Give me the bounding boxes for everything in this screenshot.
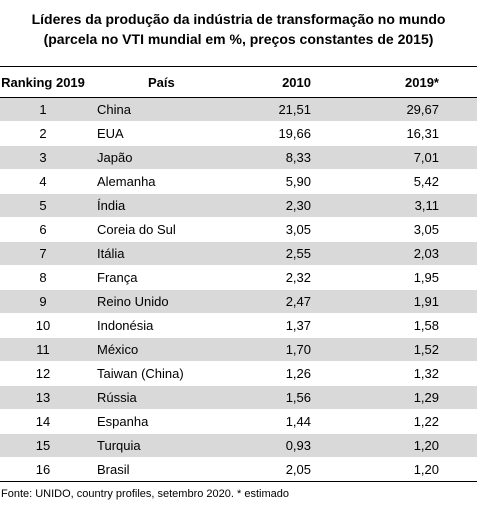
- country-cell: Turquia: [97, 438, 141, 453]
- value-2019-cell: 1,91: [413, 294, 439, 309]
- value-2010-cell: 5,90: [285, 174, 311, 189]
- table-row: 11 México 1,70 1,52: [0, 338, 477, 362]
- table-body: 1 China 21,51 29,67 2 EUA 19,66 16,31 3 Japão 8,33…: [0, 98, 477, 482]
- table-row: 6 Coreia do Sul 3,05 3,05: [0, 218, 477, 242]
- country-cell: França: [97, 270, 138, 285]
- table-row: 1 China 21,51 29,67: [0, 98, 477, 122]
- value-2010-cell: 8,33: [285, 150, 311, 165]
- value-2010-cell: 21,51: [278, 102, 311, 117]
- rank-cell: 4: [39, 174, 47, 189]
- table-row: 10 Indonésia 1,37 1,58: [0, 314, 477, 338]
- rank-cell: 10: [35, 318, 51, 333]
- header-country: País: [148, 74, 175, 90]
- value-2019-cell: 16,31: [406, 126, 439, 141]
- table-row: 13 Rússia 1,56 1,29: [0, 386, 477, 410]
- header-2010: 2010: [282, 74, 311, 90]
- rank-cell: 14: [35, 414, 51, 429]
- rank-cell: 11: [36, 342, 50, 357]
- value-2010-cell: 2,32: [285, 270, 311, 285]
- value-2010-cell: 0,93: [285, 438, 311, 453]
- table-row: 4 Alemanha 5,90 5,42: [0, 170, 477, 194]
- table-row: 5 Índia 2,30 3,11: [0, 194, 477, 218]
- value-2019-cell: 2,03: [413, 246, 439, 261]
- value-2019-cell: 29,67: [406, 102, 439, 117]
- country-cell: México: [97, 342, 139, 357]
- rank-cell: 2: [39, 126, 47, 141]
- table-header-row: Ranking 2019 País 2010 2019*: [0, 66, 477, 98]
- table-row: 8 França 2,32 1,95: [0, 266, 477, 290]
- header-2019: 2019*: [405, 74, 439, 90]
- source-note: Fonte: UNIDO, country profiles, setembro…: [1, 488, 289, 500]
- rank-cell: 15: [35, 438, 51, 453]
- table-row: 7 Itália 2,55 2,03: [0, 242, 477, 266]
- value-2019-cell: 5,42: [413, 174, 439, 189]
- table-row: 2 EUA 19,66 16,31: [0, 122, 477, 146]
- value-2019-cell: 7,01: [413, 150, 439, 165]
- country-cell: Espanha: [97, 414, 149, 429]
- country-cell: EUA: [97, 126, 124, 141]
- country-cell: Itália: [97, 246, 125, 261]
- rank-cell: 8: [39, 270, 47, 285]
- country-cell: Reino Unido: [97, 294, 169, 309]
- country-cell: Japão: [97, 150, 133, 165]
- table-row: 9 Reino Unido 2,47 1,91: [0, 290, 477, 314]
- table-row: 14 Espanha 1,44 1,22: [0, 410, 477, 434]
- rank-cell: 1: [39, 102, 47, 117]
- value-2019-cell: 1,20: [413, 462, 439, 477]
- country-cell: Rússia: [97, 390, 137, 405]
- country-cell: Alemanha: [97, 174, 156, 189]
- value-2019-cell: 1,52: [413, 342, 439, 357]
- rank-cell: 13: [35, 390, 51, 405]
- rank-cell: 7: [39, 246, 47, 261]
- value-2010-cell: 1,56: [285, 390, 311, 405]
- country-cell: Coreia do Sul: [97, 222, 176, 237]
- value-2010-cell: 2,55: [285, 246, 311, 261]
- value-2019-cell: 3,05: [413, 222, 439, 237]
- table-row: 12 Taiwan (China) 1,26 1,32: [0, 362, 477, 386]
- value-2019-cell: 1,29: [413, 390, 439, 405]
- rank-cell: 3: [39, 150, 47, 165]
- value-2010-cell: 2,30: [285, 198, 311, 213]
- country-cell: China: [97, 102, 131, 117]
- value-2010-cell: 2,05: [285, 462, 311, 477]
- value-2010-cell: 19,66: [278, 126, 311, 141]
- value-2010-cell: 1,26: [285, 366, 311, 381]
- value-2010-cell: 1,37: [285, 318, 311, 333]
- table-row: 3 Japão 8,33 7,01: [0, 146, 477, 170]
- header-rank: Ranking 2019: [1, 74, 85, 90]
- table-row: 15 Turquia 0,93 1,20: [0, 434, 477, 458]
- value-2010-cell: 1,70: [285, 342, 311, 357]
- value-2019-cell: 1,22: [413, 414, 439, 429]
- value-2019-cell: 1,58: [413, 318, 439, 333]
- value-2010-cell: 2,47: [285, 294, 311, 309]
- title-line-1: Líderes da produção da indústria de tran…: [31, 11, 446, 27]
- title-line-2: (parcela no VTI mundial em %, preços con…: [43, 31, 434, 47]
- table-title: Líderes da produção da indústria de tran…: [0, 9, 477, 49]
- rank-cell: 5: [39, 198, 47, 213]
- value-2010-cell: 1,44: [285, 414, 311, 429]
- country-cell: Índia: [97, 198, 126, 213]
- rank-cell: 12: [35, 366, 51, 381]
- ranking-table: Ranking 2019 País 2010 2019* 1 China 21,51…: [0, 66, 477, 482]
- value-2019-cell: 1,32: [413, 366, 439, 381]
- rank-cell: 9: [39, 294, 47, 309]
- value-2019-cell: 3,11: [414, 198, 439, 213]
- country-cell: Taiwan (China): [97, 366, 184, 381]
- table-row: 16 Brasil 2,05 1,20: [0, 458, 477, 482]
- value-2019-cell: 1,95: [413, 270, 439, 285]
- rank-cell: 16: [35, 462, 51, 477]
- value-2010-cell: 3,05: [285, 222, 311, 237]
- rank-cell: 6: [39, 222, 47, 237]
- country-cell: Brasil: [97, 462, 130, 477]
- country-cell: Indonésia: [97, 318, 154, 333]
- value-2019-cell: 1,20: [413, 438, 439, 453]
